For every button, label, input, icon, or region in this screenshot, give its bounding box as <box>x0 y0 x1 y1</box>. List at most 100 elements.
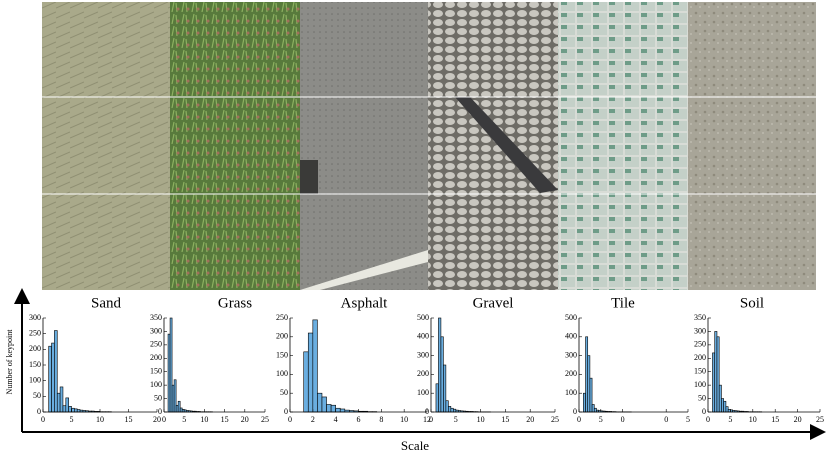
y-tick-label: 150 <box>694 367 706 376</box>
hist-bar <box>72 408 75 412</box>
x-tick-label: 0 <box>706 415 710 424</box>
x-tick-label: 0 <box>621 415 625 424</box>
hist-bar <box>448 406 450 412</box>
hist-bar <box>327 404 332 412</box>
x-tick-label: 0 <box>162 415 166 424</box>
hist-bar <box>49 346 52 412</box>
hist-bar <box>63 406 66 412</box>
hist-bar <box>66 398 69 412</box>
x-tick-label: 20 <box>526 415 534 424</box>
y-tick-label: 250 <box>276 313 288 322</box>
hist-bar <box>583 393 585 412</box>
y-tick-label: 150 <box>150 367 162 376</box>
hist-bar <box>446 401 448 412</box>
hist-bar <box>586 337 588 412</box>
x-tick-label: 0 <box>429 415 433 424</box>
y-tick-label: 400 <box>565 332 577 341</box>
y-tick-label: 50 <box>280 388 288 397</box>
chart-title: Sand <box>91 295 122 311</box>
drain <box>300 160 318 194</box>
hist-bar <box>322 397 327 412</box>
x-tick-label: 10 <box>96 415 104 424</box>
hist-bar <box>176 405 178 412</box>
x-tick-label: 0 <box>288 415 292 424</box>
x-tick-label: 10 <box>749 415 757 424</box>
x-tick-label: 15 <box>221 415 229 424</box>
hist-bar <box>178 401 180 412</box>
x-tick-label: 20 <box>794 415 802 424</box>
y-tick-label: 500 <box>565 313 577 322</box>
x-tick-label: 5 <box>182 415 186 424</box>
y-tick-label: 200 <box>29 344 41 353</box>
y-tick-label: 100 <box>694 380 706 389</box>
y-tick-label: 100 <box>417 388 429 397</box>
x-tick-label: 15 <box>771 415 779 424</box>
hist-bar <box>180 408 182 412</box>
y-tick-label: 100 <box>565 388 577 397</box>
x-tick-label: 25 <box>261 415 269 424</box>
hist-bar <box>717 337 719 412</box>
hist-bar <box>436 384 438 412</box>
hist-bar <box>728 409 730 412</box>
hist-bar <box>308 333 313 412</box>
hist-bar <box>592 404 594 412</box>
x-tick-label: 5 <box>70 415 74 424</box>
y-tick-label: 100 <box>276 369 288 378</box>
y-tick-label: 350 <box>150 313 162 322</box>
x-tick-label: 10 <box>400 415 408 424</box>
x-tick-label: 5 <box>728 415 732 424</box>
photo-gravel <box>428 2 558 290</box>
hist-bar <box>317 393 322 412</box>
y-tick-label: 250 <box>694 340 706 349</box>
hist-bar <box>336 408 341 412</box>
chart-title: Tile <box>611 295 635 311</box>
hist-bar <box>443 365 445 412</box>
photo-asphalt <box>300 2 428 290</box>
hist-bar <box>453 409 455 412</box>
y-tick-label: 500 <box>417 313 429 322</box>
y-tick-label: 200 <box>276 332 288 341</box>
hist-bar <box>69 406 72 412</box>
x-tick-label: 5 <box>454 415 458 424</box>
x-tick-label: 10 <box>477 415 485 424</box>
chart-title: Gravel <box>473 295 514 311</box>
y-tick-label: 400 <box>417 332 429 341</box>
hist-bar <box>182 409 184 412</box>
y-axis-label: Number of keypoint <box>5 329 14 395</box>
hist-bar <box>441 337 443 412</box>
x-tick-label: 2 <box>311 415 315 424</box>
x-tick-label: 5 <box>599 415 603 424</box>
hist-bar <box>52 343 55 412</box>
y-tick-label: 150 <box>29 360 41 369</box>
hist-bar <box>168 334 170 412</box>
y-tick-label: 300 <box>694 326 706 335</box>
hist-bar <box>313 320 318 412</box>
y-tick-label: 150 <box>276 350 288 359</box>
hist-bar <box>57 393 60 412</box>
hist-bar <box>594 408 596 412</box>
y-tick-label: 200 <box>417 369 429 378</box>
figure: Number of keypoint Scale Sand05010015020… <box>0 0 828 457</box>
x-tick-label: 20 <box>153 415 161 424</box>
x-tick-label: 0 <box>664 415 668 424</box>
x-tick-label: 0 <box>41 415 45 424</box>
hist-bar <box>590 378 592 412</box>
x-tick-label: 25 <box>551 415 559 424</box>
y-tick-label: 50 <box>33 391 41 400</box>
y-tick-label: 100 <box>29 375 41 384</box>
y-tick-label: 250 <box>150 340 162 349</box>
hist-bar <box>726 407 728 412</box>
x-tick-label: 25 <box>816 415 824 424</box>
hist-bar <box>74 409 77 412</box>
y-tick-label: 350 <box>694 313 706 322</box>
hist-bar <box>340 409 345 412</box>
photo-soil <box>688 2 816 290</box>
hist-bar <box>60 387 63 412</box>
chart-title: Soil <box>740 295 764 311</box>
photo-grid <box>42 2 816 290</box>
y-tick-label: 50 <box>698 393 706 402</box>
x-tick-label: 20 <box>241 415 249 424</box>
hist-bar <box>304 352 309 412</box>
hist-bar <box>715 331 717 412</box>
hist-bar <box>724 401 726 412</box>
